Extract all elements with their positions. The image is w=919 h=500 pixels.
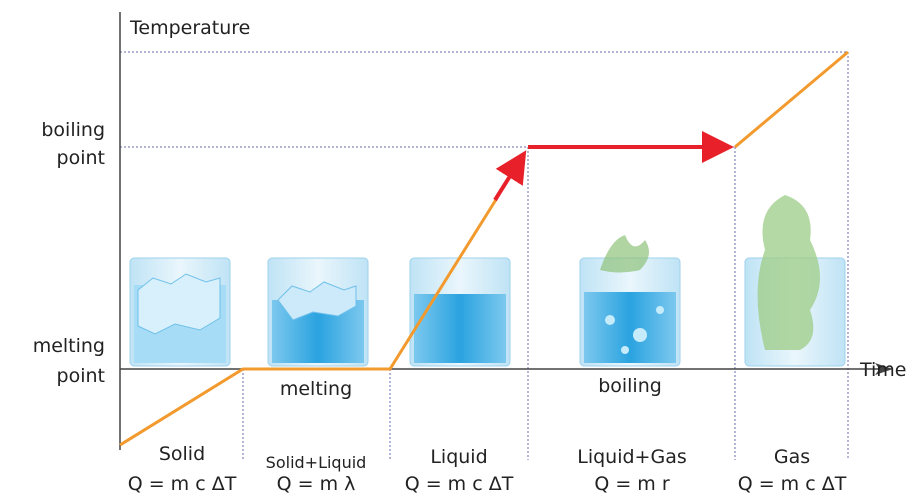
level-label: point [57, 147, 105, 169]
level-label: melting [33, 335, 105, 357]
phase-formula: Q = m c ΔT [405, 473, 514, 495]
phase-name: Liquid+Gas [577, 446, 687, 468]
curve-arrow [493, 150, 527, 202]
phase-formula: Q = m c ΔT [128, 473, 237, 495]
beakers [129, 195, 846, 367]
phase-formula: Q = m c ΔT [738, 473, 847, 495]
process-label: melting [280, 378, 352, 400]
phase-name: Solid+Liquid [266, 453, 367, 472]
phase-formula: Q = m r [594, 473, 670, 495]
process-label: boiling [598, 375, 662, 397]
curve [119, 50, 849, 447]
x-axis-label: Time [859, 359, 907, 381]
y-axis-label: Temperature [129, 17, 250, 39]
phase-name: Solid [159, 443, 205, 465]
phase-name: Gas [774, 446, 810, 468]
phase-formula: Q = m λ [277, 473, 356, 495]
curve-orange [119, 197, 499, 447]
level-label: boiling [41, 119, 105, 141]
guides [120, 51, 849, 460]
level-label: point [57, 365, 105, 387]
phase-name: Liquid [430, 446, 487, 468]
curve-orange [734, 50, 849, 149]
phase-labels: Solid Q = m c ΔT Solid+Liquid Q = m λ Li… [128, 443, 847, 495]
